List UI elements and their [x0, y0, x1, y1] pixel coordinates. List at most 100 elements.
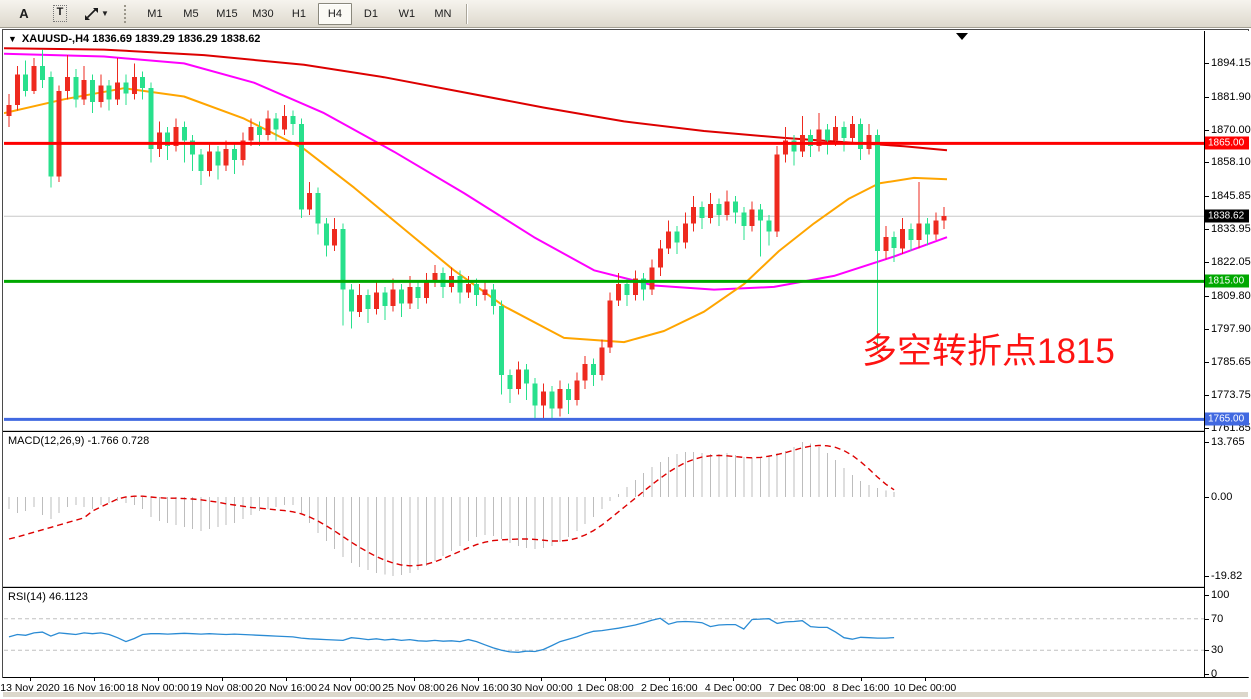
price-badge-1838-62: 1838.62 — [1205, 209, 1249, 223]
annotation-text[interactable]: 多空转折点1815 — [862, 332, 1115, 371]
timeframe-button-m30[interactable]: M30 — [252, 7, 274, 20]
candle — [874, 129, 880, 351]
candle — [56, 85, 62, 183]
timeframe-button-m15[interactable]: M15 — [216, 7, 238, 20]
candle — [265, 110, 271, 141]
candle — [574, 372, 580, 406]
candle — [624, 278, 630, 307]
candle — [31, 57, 37, 94]
price-axis-label: 1773.75 — [1211, 389, 1251, 402]
candle — [866, 124, 872, 155]
price-axis-label: 30 — [1211, 644, 1224, 657]
ma-fast-orange — [4, 87, 948, 344]
price-axis-tick — [1204, 63, 1209, 64]
price-axis-label: -19.82 — [1211, 570, 1243, 583]
price-axis-tick — [1204, 576, 1209, 577]
time-axis-label: 10 Dec 00:00 — [893, 682, 957, 694]
toolbar-separator — [465, 3, 468, 24]
time-axis-label: 26 Nov 16:00 — [446, 682, 509, 694]
price-axis-label: 13.765 — [1211, 435, 1245, 448]
candle — [749, 201, 755, 232]
candle — [824, 124, 830, 155]
candle — [524, 364, 530, 400]
time-axis-label: 4 Dec 00:00 — [704, 682, 762, 694]
time-axis-label: 20 Nov 16:00 — [254, 682, 317, 694]
macd-histogram — [8, 441, 895, 577]
candle — [841, 121, 847, 152]
timeframe-button-w1[interactable]: W1 — [398, 7, 416, 20]
price-axis-label: 1845.85 — [1211, 190, 1251, 203]
price-axis-tick — [1204, 229, 1209, 230]
candle — [791, 135, 797, 166]
timeframe-button-m1[interactable]: M1 — [147, 7, 163, 20]
candle — [39, 49, 45, 89]
pane-divider[interactable] — [3, 430, 1248, 431]
macd-pane[interactable] — [4, 432, 1204, 586]
time-axis-tick — [669, 678, 670, 681]
timeframe-button-h1[interactable]: H1 — [291, 7, 306, 20]
candle — [332, 217, 338, 251]
candle — [73, 68, 79, 108]
price-badge-1765-00: 1765.00 — [1205, 412, 1249, 426]
time-axis-tick — [286, 678, 287, 681]
symbol-dropdown-icon[interactable]: ▼ — [8, 34, 17, 44]
candle — [741, 206, 747, 240]
candle — [532, 377, 538, 420]
price-axis-label: 1881.90 — [1211, 90, 1251, 103]
price-axis-tick — [1204, 674, 1209, 675]
symbol-ohlc-text: XAUUSD-,H4 1836.69 1839.29 1836.29 1838.… — [21, 33, 261, 45]
candle — [565, 383, 571, 414]
time-axis-tick — [605, 678, 606, 681]
candle — [707, 193, 713, 224]
candle — [415, 281, 421, 309]
rsi-pane[interactable] — [4, 588, 1204, 676]
candle — [23, 60, 29, 97]
candle — [899, 217, 905, 254]
price-axis-tick — [1204, 162, 1209, 163]
candle — [382, 286, 388, 320]
text-tool-button[interactable]: T — [43, 3, 77, 25]
rsi-label: RSI(14) 46.1123 — [8, 591, 88, 603]
candle — [131, 63, 137, 100]
candle — [282, 104, 288, 136]
candle — [499, 300, 505, 395]
candle — [641, 273, 647, 301]
time-axis-tick — [30, 678, 31, 681]
candle — [891, 231, 897, 263]
candle — [732, 195, 738, 224]
timeframe-button-mn[interactable]: MN — [434, 7, 452, 20]
candle — [858, 118, 864, 160]
price-axis-label: 1870.00 — [1211, 123, 1251, 136]
price-axis-tick — [1204, 595, 1209, 596]
time-axis-tick — [797, 678, 798, 681]
candle — [231, 143, 237, 174]
price-axis-label: 1894.15 — [1211, 57, 1251, 69]
timeframe-button-m5[interactable]: M5 — [183, 7, 199, 20]
pane-divider[interactable] — [3, 586, 1248, 587]
price-axis-label: 1858.10 — [1211, 156, 1251, 169]
candle — [398, 284, 404, 318]
arrow-annotation-button[interactable]: A — [19, 6, 29, 21]
main-chart-canvas: 多空转折点1815 — [4, 33, 1204, 421]
time-axis-label: 24 Nov 00:00 — [318, 682, 381, 694]
timeframe-button-h4[interactable]: H4 — [317, 2, 352, 25]
time-axis-tick — [350, 678, 351, 681]
window-bottom-edge — [3, 692, 1248, 697]
candle — [190, 135, 196, 171]
price-axis-label: 100 — [1211, 589, 1230, 601]
text-tool-icon: T — [52, 5, 68, 22]
toolbar: A T ▼ M1 M5 M15 M30 H1 H4 D1 W1 MN — [0, 0, 1251, 28]
macd-signal-line — [8, 444, 895, 567]
macd-label: MACD(12,26,9) -1.766 0.728 — [8, 435, 150, 447]
toolbar-grip[interactable] — [123, 4, 130, 23]
time-axis-tick — [158, 678, 159, 681]
timeframe-button-d1[interactable]: D1 — [363, 7, 378, 20]
price-axis-tick — [1204, 428, 1209, 429]
cursor-tool-button[interactable]: ▼ — [79, 3, 114, 25]
time-axis-tick — [414, 678, 415, 681]
candle — [591, 358, 596, 387]
main-chart-pane[interactable]: 多空转折点1815 — [4, 31, 1204, 430]
price-axis-label: 0.00 — [1211, 491, 1233, 503]
rsi-canvas — [4, 617, 1204, 653]
